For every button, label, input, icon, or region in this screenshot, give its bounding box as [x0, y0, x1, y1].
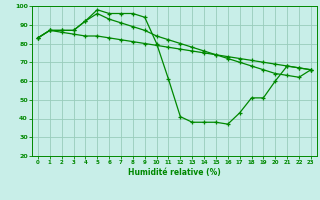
- X-axis label: Humidité relative (%): Humidité relative (%): [128, 168, 221, 177]
